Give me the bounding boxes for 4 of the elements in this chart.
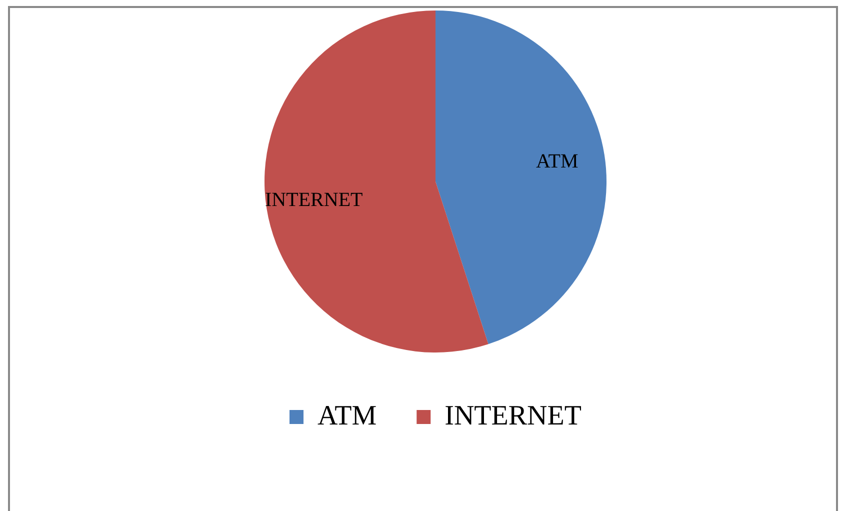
slice-label: INTERNET (265, 189, 363, 212)
legend-label: INTERNET (444, 400, 582, 432)
slice-label: ATM (536, 150, 578, 172)
legend-label: ATM (318, 400, 377, 432)
